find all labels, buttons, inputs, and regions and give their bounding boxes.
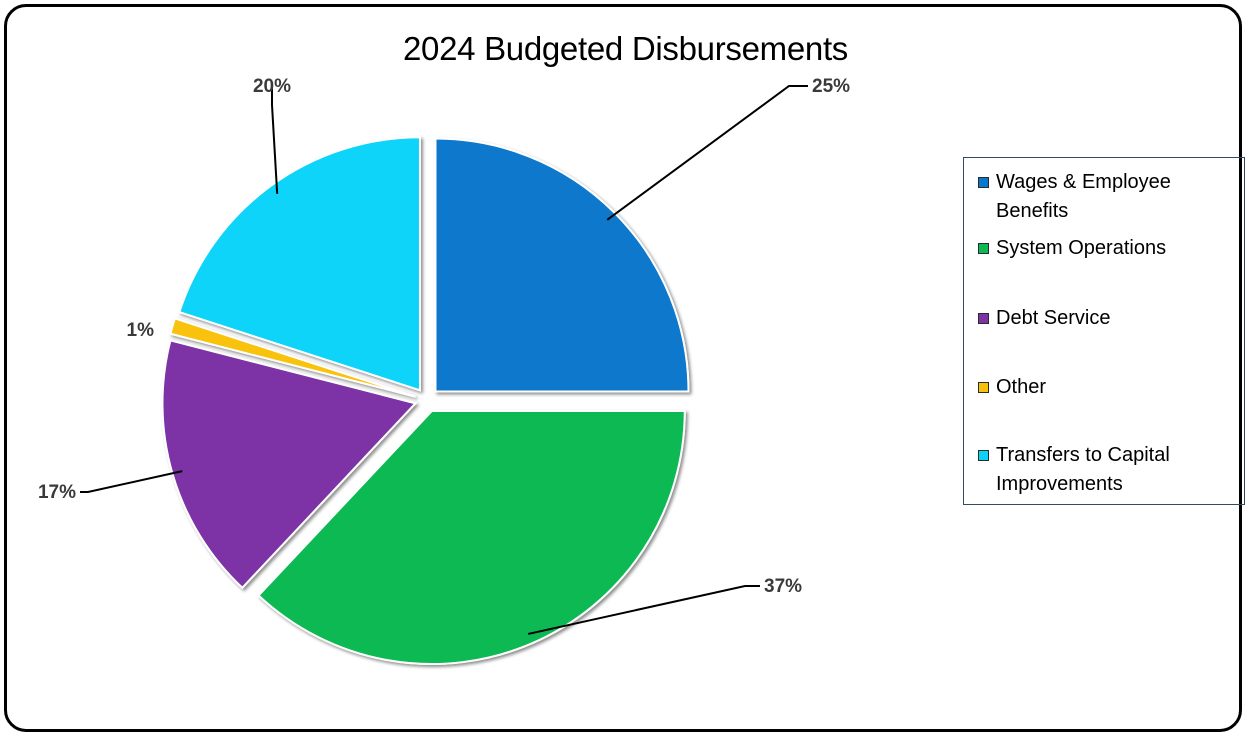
legend-item-system-operations: System Operations — [978, 234, 1236, 263]
legend-label-wages-line2: Benefits — [996, 200, 1069, 222]
legend-label-wages-line1: Wages & Employee — [996, 171, 1171, 193]
legend-swatch-system-operations — [978, 243, 989, 254]
legend-label-other: Other — [996, 376, 1047, 398]
legend-item-debt-service: Debt Service — [978, 304, 1236, 333]
data-label-other: 1% — [127, 320, 155, 341]
pie-slice-transfers — [178, 136, 421, 392]
chart-legend: Wages & Employee Benefits System Operati… — [963, 157, 1245, 505]
data-label-debt-service: 17% — [38, 482, 76, 503]
pie-slice-other — [169, 317, 416, 398]
leader-line-transfers — [271, 86, 279, 194]
chart-title: 2024 Budgeted Disbursements — [402, 30, 849, 67]
pie-slice-wages — [434, 137, 690, 393]
leader-line-debt-service — [80, 470, 183, 493]
pie-slice-system-operations — [257, 410, 686, 665]
legend-label-system-operations: System Operations — [996, 237, 1167, 259]
leader-line-wages — [606, 85, 808, 221]
legend-swatch-other — [978, 382, 989, 393]
legend-item-transfers: Transfers to Capital Improvements — [978, 441, 1236, 499]
legend-item-wages: Wages & Employee Benefits — [978, 168, 1236, 226]
legend-label-debt-service: Debt Service — [996, 307, 1111, 329]
legend-swatch-debt-service — [978, 313, 989, 324]
legend-swatch-transfers — [978, 450, 989, 461]
legend-swatch-wages — [978, 177, 989, 188]
data-label-transfers: 20% — [253, 76, 291, 97]
legend-item-other: Other — [978, 373, 1236, 402]
legend-label-transfers-line1: Transfers to Capital — [996, 444, 1170, 466]
data-label-wages: 25% — [812, 76, 850, 97]
legend-label-transfers-line2: Improvements — [996, 473, 1123, 495]
leader-line-system-operations — [528, 585, 760, 635]
data-label-system-operations: 37% — [764, 576, 802, 597]
